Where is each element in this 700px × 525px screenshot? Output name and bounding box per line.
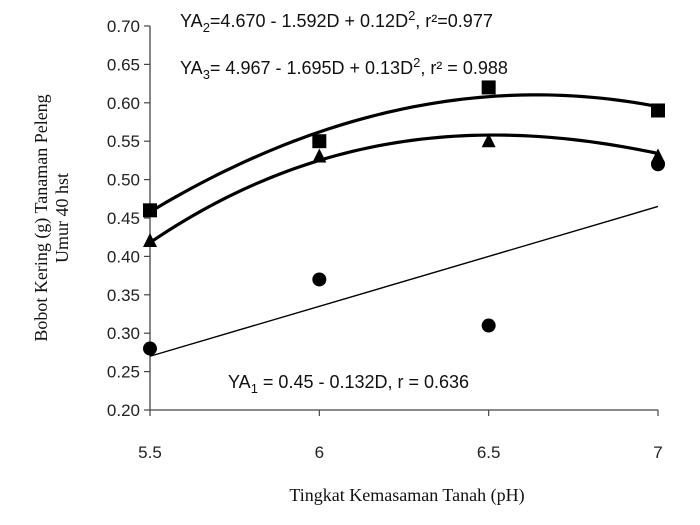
data-point-square	[651, 103, 665, 118]
y-tick-label: 0.25	[107, 363, 140, 382]
data-point-circle	[312, 272, 327, 287]
y-tick-label: 0.30	[107, 324, 140, 343]
data-point-triangle	[143, 233, 157, 248]
y-tick-label: 0.60	[107, 94, 140, 113]
data-point-square	[312, 134, 327, 149]
axes: 0.20 0.25 0.30 0.35 0.40 0.45 0.50 0.55 0.60 0.65…	[107, 17, 663, 462]
y-tick-label: 0.50	[107, 171, 140, 190]
data-point-circle	[143, 341, 157, 356]
equation-label: YA1 = 0.45 - 0.132D, r = 0.636	[228, 372, 469, 396]
y-tick-label: 0.55	[107, 132, 140, 151]
y-tick-label: 0.35	[107, 286, 140, 305]
labels: Tingkat Kemasaman Tanah (pH) Bobot Kering…	[31, 8, 525, 506]
x-tick-label: 5.5	[138, 443, 162, 462]
quadratic-fit-curve	[149, 133, 659, 244]
fit-lines	[149, 93, 659, 357]
y-axis-title: Bobot Kering (g) Tanaman Peleng	[31, 94, 52, 341]
equation-label: YA3= 4.967 - 1.695D + 0.13D2, r² = 0.988	[180, 55, 508, 82]
linear-fit-line	[149, 205, 659, 357]
data-point-triangle	[651, 148, 665, 163]
data-point-triangle	[312, 148, 327, 163]
y-tick-label: 0.40	[107, 247, 140, 266]
data-point-square	[143, 203, 157, 218]
data-point-circle	[481, 318, 496, 333]
y-tick-label: 0.65	[107, 55, 140, 74]
x-axis-title: Tingkat Kemasaman Tanah (pH)	[289, 485, 524, 506]
x-tick-label: 7	[653, 443, 662, 462]
y-tick-label: 0.45	[107, 209, 140, 228]
data-point-triangle	[481, 133, 496, 148]
data-points	[143, 80, 665, 356]
y-tick-label: 0.20	[107, 401, 140, 420]
x-tick-label: 6.5	[477, 443, 501, 462]
equation-label: YA2=4.670 - 1.592D + 0.12D2, r²=0.977	[180, 8, 493, 35]
y-tick-label: 0.70	[107, 17, 140, 36]
data-point-square	[481, 80, 496, 95]
x-tick-label: 6	[315, 443, 324, 462]
quadratic-fit-curve	[149, 93, 659, 214]
y-axis-title-line2: Umur 40 hst	[52, 173, 72, 263]
